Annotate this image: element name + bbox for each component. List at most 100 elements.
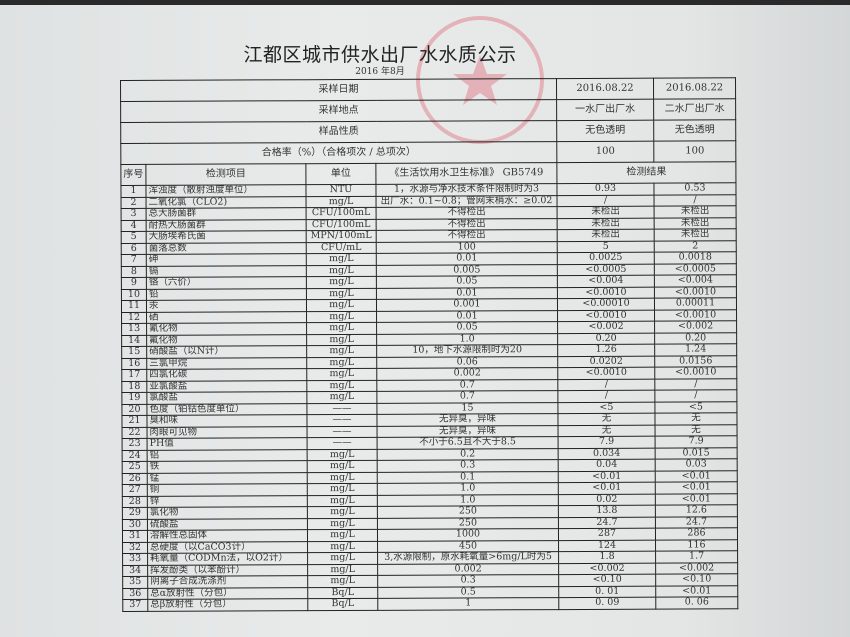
- cell-unit: ——: [306, 402, 377, 415]
- cell-unit: mg/L: [306, 345, 377, 358]
- column-header-result: 检测结果: [556, 161, 736, 184]
- summary-value: 无色透明: [653, 119, 736, 142]
- cell-no: 19: [121, 392, 147, 404]
- cell-standard: 3,水源限制，原水耗氧量>6mg/L时为5: [377, 551, 559, 564]
- summary-value: 2016.08.22: [653, 77, 736, 100]
- cell-item: 锌: [147, 495, 308, 508]
- cell-result-plant-2: <0.01: [655, 481, 738, 494]
- cell-item: 三氯甲烷: [146, 357, 307, 370]
- cell-result-plant-1: 0.20: [557, 332, 655, 345]
- cell-item: 四氯化碳: [146, 368, 307, 381]
- cell-no: 26: [122, 472, 148, 485]
- cell-item: 总硬度（以CaCO3计）: [147, 541, 308, 554]
- cell-no: 8: [121, 265, 147, 278]
- cell-standard: 0.01: [376, 252, 558, 265]
- cell-unit: CFU/100mL: [306, 207, 377, 220]
- cell-result-plant-2: 0.015: [655, 447, 738, 460]
- cell-unit: mg/L: [306, 368, 377, 381]
- water-quality-table: 采样日期 2016.08.22 2016.08.22 采样地点 一水厂出厂水 二…: [120, 77, 738, 611]
- cell-no: 4: [121, 219, 147, 232]
- cell-result-plant-2: 12.6: [655, 504, 738, 517]
- cell-unit: mg/L: [306, 391, 377, 404]
- cell-no: 32: [122, 541, 148, 554]
- cell-result-plant-1: <0.0005: [557, 263, 655, 276]
- cell-standard: 0.01: [376, 287, 558, 300]
- cell-result-plant-1: /: [557, 194, 655, 207]
- cell-item: 菌落总数: [146, 242, 307, 255]
- cell-result-plant-1: 无: [557, 413, 656, 426]
- cell-no: 13: [121, 323, 147, 335]
- cell-result-plant-1: 0.034: [558, 447, 656, 460]
- cell-result-plant-2: /: [654, 389, 737, 402]
- summary-value: 一水厂出厂水: [556, 99, 654, 121]
- cell-unit: NTU: [305, 184, 377, 197]
- cell-result-plant-2: <0.01: [655, 493, 738, 506]
- cell-result-plant-1: <0.002: [558, 562, 656, 575]
- cell-unit: mg/L: [306, 195, 377, 208]
- cell-result-plant-2: 116: [655, 539, 738, 552]
- summary-value: 二水厂出厂水: [653, 98, 736, 121]
- cell-item: 耗氧量（CODMn法，以O2计）: [147, 552, 308, 565]
- cell-result-plant-2: 0.03: [655, 458, 738, 471]
- cell-result-plant-1: 0. 01: [558, 585, 656, 598]
- cell-result-plant-1: <0.0010: [557, 286, 655, 299]
- cell-unit: mg/L: [307, 448, 378, 461]
- cell-result-plant-1: 24.7: [558, 516, 656, 529]
- document-date: 2016 年8月: [355, 67, 405, 77]
- cell-result-plant-1: <0.0010: [557, 367, 655, 380]
- cell-item: 铝: [147, 449, 308, 462]
- cell-result-plant-1: 0.02: [558, 493, 656, 506]
- cell-result-plant-1: <0.002: [557, 321, 655, 334]
- cell-no: 35: [122, 576, 148, 588]
- cell-standard: 无异臭，异味: [377, 425, 559, 438]
- cell-unit: Bq/L: [307, 598, 378, 611]
- cell-standard: 无异臭，异味: [376, 413, 559, 426]
- cell-no: 27: [122, 484, 148, 496]
- cell-no: 15: [121, 346, 147, 358]
- cell-no: 33: [122, 553, 148, 565]
- official-seal-stamp: [416, 16, 544, 144]
- cell-no: 21: [121, 415, 148, 427]
- cell-no: 34: [122, 564, 148, 577]
- cell-result-plant-2: /: [654, 194, 737, 207]
- cell-unit: mg/L: [306, 333, 377, 346]
- cell-result-plant-2: <0.10: [655, 573, 738, 586]
- cell-no: 29: [122, 507, 148, 519]
- cell-result-plant-1: 287: [558, 528, 656, 541]
- cell-result-plant-2: /: [654, 378, 737, 391]
- cell-unit: mg/L: [306, 287, 377, 300]
- cell-item: 硒: [146, 311, 307, 324]
- summary-row-pass-rate: 合格率（%）（合格项次 / 总项次） 100 100: [120, 140, 736, 165]
- cell-no: 18: [121, 380, 147, 393]
- cell-item: 铜: [147, 483, 308, 496]
- cell-result-plant-1: <0.01: [558, 470, 656, 483]
- summary-label: 采样地点: [120, 99, 557, 123]
- cell-standard: 出厂水：0.1~0.8；管网末梢水：≥0.02: [376, 195, 558, 208]
- cell-unit: mg/L: [306, 356, 377, 369]
- cell-unit: mg/L: [307, 540, 378, 553]
- cell-result-plant-2: 未检出: [654, 228, 737, 241]
- cell-unit: mg/L: [306, 299, 377, 312]
- cell-standard: 100: [376, 241, 558, 254]
- summary-row-sample-nature: 样品性质 无色透明 无色透明: [120, 119, 736, 144]
- cell-no: 31: [122, 530, 148, 542]
- cell-item: 汞: [146, 299, 307, 312]
- cell-result-plant-1: 0.0025: [557, 252, 655, 265]
- cell-result-plant-1: 未检出: [557, 206, 655, 219]
- cell-result-plant-2: 0.0156: [654, 355, 737, 368]
- cell-result-plant-1: 0. 09: [558, 597, 656, 610]
- cell-result-plant-2: 2: [654, 240, 737, 253]
- cell-result-plant-1: <0.10: [558, 574, 656, 587]
- cell-result-plant-2: 1.7: [655, 550, 738, 563]
- cell-result-plant-1: 未检出: [557, 217, 655, 230]
- cell-no: 9: [121, 277, 147, 289]
- cell-item: 总β放射性（分包）: [147, 598, 308, 611]
- cell-result-plant-2: <0.01: [655, 470, 738, 483]
- cell-result-plant-1: <0.01: [558, 482, 656, 495]
- cell-standard: 1.0: [377, 494, 559, 507]
- cell-standard: 0.05: [376, 321, 558, 334]
- cell-item: 臭和味: [146, 414, 308, 427]
- cell-item: 耐热大肠菌群: [146, 219, 307, 232]
- cell-standard: 0.001: [376, 298, 558, 311]
- cell-unit: mg/L: [306, 310, 377, 323]
